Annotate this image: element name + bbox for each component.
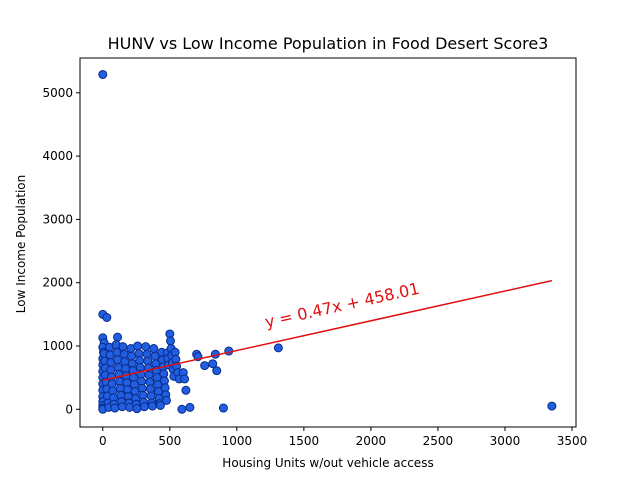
data-point xyxy=(133,341,143,351)
data-point xyxy=(161,395,171,405)
x-axis-label: Housing Units w/out vehicle access xyxy=(222,456,433,470)
y-tick-label: 1000 xyxy=(42,339,73,353)
data-point xyxy=(180,374,190,384)
chart-title: HUNV vs Low Income Population in Food De… xyxy=(108,34,549,53)
data-point xyxy=(139,402,149,412)
data-point xyxy=(200,361,210,371)
data-point xyxy=(155,400,165,410)
y-axis-label: Low Income Population xyxy=(14,175,28,313)
data-point xyxy=(110,403,120,413)
x-tick-label: 500 xyxy=(158,434,181,448)
x-tick-label: 2500 xyxy=(423,434,454,448)
data-point xyxy=(212,366,222,376)
data-point xyxy=(113,355,123,365)
data-point xyxy=(185,402,195,412)
data-point xyxy=(181,385,191,395)
plot-frame xyxy=(79,57,577,428)
data-point xyxy=(149,344,159,354)
y-tick-label: 3000 xyxy=(42,212,73,226)
data-point xyxy=(273,343,283,353)
data-point xyxy=(113,332,123,342)
data-point xyxy=(547,401,557,411)
data-point xyxy=(165,336,175,346)
data-point xyxy=(141,342,151,352)
x-tick-label: 0 xyxy=(99,434,107,448)
trendline-equation: y = 0.47x + 458.01 xyxy=(263,279,421,332)
data-point xyxy=(208,359,218,369)
x-tick-label: 1000 xyxy=(222,434,253,448)
data-point xyxy=(98,69,108,79)
data-point xyxy=(177,404,187,414)
x-tick-label: 3000 xyxy=(490,434,521,448)
data-point xyxy=(147,401,157,411)
x-tick-label: 2000 xyxy=(356,434,387,448)
y-tick-label: 2000 xyxy=(42,276,73,290)
data-point xyxy=(218,403,228,413)
y-tick-label: 5000 xyxy=(42,86,73,100)
data-point xyxy=(102,313,112,322)
data-point xyxy=(119,349,129,359)
y-tick-label: 4000 xyxy=(42,149,73,163)
data-point xyxy=(127,351,137,361)
trendline xyxy=(102,279,553,382)
plot-layer: y = 0.47x + 458.01 xyxy=(98,69,557,414)
x-tick-label: 1500 xyxy=(289,434,320,448)
data-point xyxy=(118,342,128,352)
axis-layer: 0 500 1000 1500 2000 2500 3000 3500 0 1000 2000 300… xyxy=(42,57,588,448)
y-tick-label: 0 xyxy=(65,402,73,416)
x-tick-label: 3500 xyxy=(557,434,588,448)
data-point xyxy=(132,404,142,414)
